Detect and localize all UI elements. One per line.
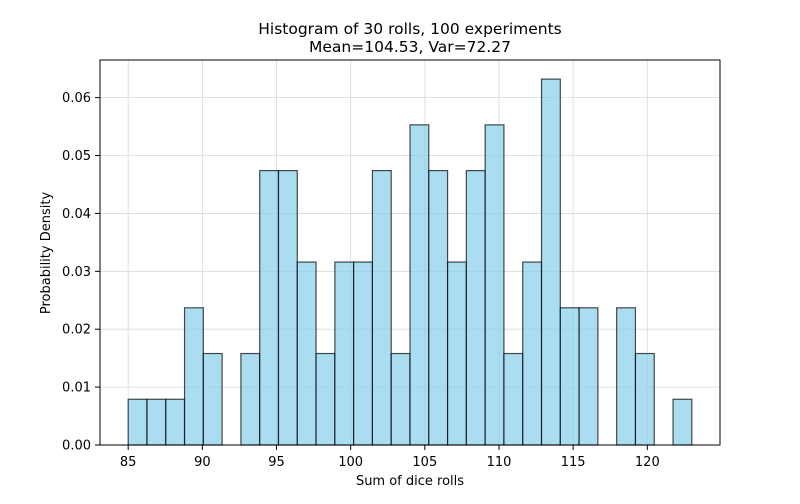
- x-tick-label: 110: [487, 455, 512, 470]
- histogram-bar: [484, 124, 505, 446]
- y-tick-label: 0.01: [62, 381, 91, 396]
- histogram-bar: [578, 307, 599, 446]
- histogram-bar: [296, 261, 317, 446]
- histogram-bar: [390, 352, 411, 446]
- histogram-bar: [240, 352, 261, 446]
- y-tick-label: 0.05: [62, 149, 91, 164]
- histogram-bar: [183, 307, 204, 446]
- x-tick-label: 90: [194, 455, 211, 470]
- histogram-bar: [672, 398, 693, 446]
- x-axis-ticks: 85 90 95 100 105 110 115 120: [120, 445, 660, 470]
- histogram-bar: [202, 352, 223, 446]
- histogram-bar: [371, 169, 392, 446]
- histogram-bar: [616, 307, 637, 446]
- x-axis-label: Sum of dice rolls: [356, 474, 464, 489]
- x-tick-label: 85: [120, 455, 137, 470]
- histogram-bar: [146, 398, 167, 446]
- plot-frame: [99, 59, 721, 446]
- y-tick-label: 0.03: [62, 265, 91, 280]
- x-tick-label: 115: [561, 455, 586, 470]
- y-axis-label: Probability Density: [39, 192, 54, 315]
- histogram-bar: [503, 352, 524, 446]
- histogram-bar: [428, 169, 449, 446]
- histogram-bar: [165, 398, 186, 446]
- histogram-bar: [446, 261, 467, 446]
- y-axis-ticks: 0.00 0.01 0.02 0.03 0.04 0.05 0.06: [62, 91, 100, 454]
- y-tick-label: 0.04: [62, 207, 91, 222]
- histogram-bar: [277, 169, 298, 446]
- histogram-bar: [559, 307, 580, 446]
- histogram-bar: [334, 261, 355, 446]
- chart-title: Histogram of 30 rolls, 100 experiments: [258, 20, 562, 38]
- x-tick-label: 100: [338, 455, 363, 470]
- histogram-bar: [540, 78, 561, 446]
- histogram-bar: [259, 169, 280, 446]
- x-tick-label: 120: [635, 455, 660, 470]
- x-tick-label: 95: [268, 455, 285, 470]
- histogram-bar: [465, 169, 486, 446]
- histogram-bar: [634, 352, 655, 446]
- histogram-bar: [353, 261, 374, 446]
- chart-subtitle: Mean=104.53, Var=72.27: [309, 38, 511, 56]
- y-tick-label: 0.02: [62, 323, 91, 338]
- x-tick-label: 105: [412, 455, 437, 470]
- histogram-bar: [315, 352, 336, 446]
- y-tick-label: 0.06: [62, 91, 91, 106]
- histogram-bar: [409, 124, 430, 446]
- histogram-bar: [522, 261, 543, 446]
- histogram-bars: [127, 78, 693, 446]
- histogram-bar: [127, 398, 148, 446]
- y-tick-label: 0.00: [62, 439, 91, 454]
